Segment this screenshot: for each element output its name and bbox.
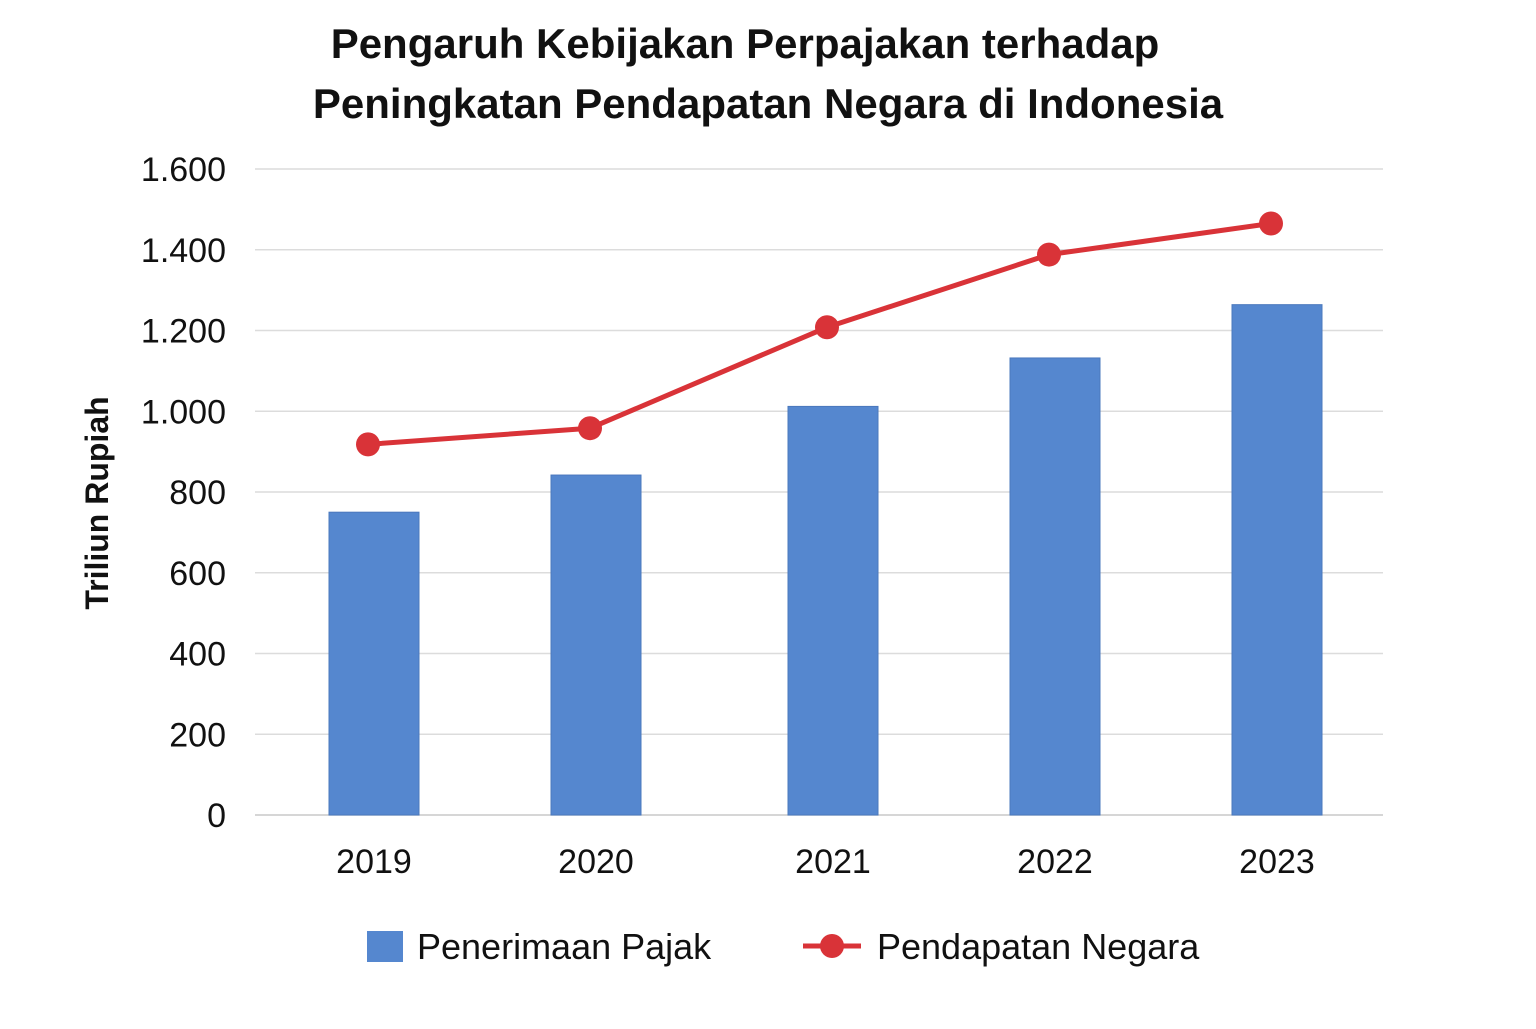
legend-label-pendapatan-negara: Pendapatan Negara: [877, 926, 1200, 967]
line-series-pendapatan-negara: [356, 211, 1283, 457]
y-tick-label: 1.400: [141, 232, 226, 270]
y-axis-label: Triliun Rupiah: [79, 396, 115, 609]
legend-label-penerimaan-pajak: Penerimaan Pajak: [417, 926, 712, 967]
line-point-2020: [578, 416, 602, 441]
chart-title-line-1: Pengaruh Kebijakan Perpajakan terhadap: [331, 20, 1160, 67]
y-tick-label: 800: [169, 474, 226, 512]
bar-2020: [550, 474, 642, 816]
legend-marker-pendapatan-negara: [820, 934, 844, 958]
x-tick-label: 2020: [558, 843, 634, 881]
y-axis-ticks: 0 200 400 600 800 1.000 1.200 1.400 1.600: [141, 151, 226, 835]
bar-2023: [1231, 304, 1323, 816]
x-axis-ticks: 2019 2020 2021 2022 2023: [336, 843, 1315, 881]
y-tick-label: 400: [169, 636, 226, 674]
y-tick-label: 200: [169, 716, 226, 754]
line-point-2021: [815, 315, 839, 340]
y-tick-label: 1.600: [141, 151, 226, 189]
legend-swatch-penerimaan-pajak: [367, 931, 403, 962]
chart-title: Pengaruh Kebijakan Perpajakan terhadap P…: [313, 20, 1224, 127]
x-tick-label: 2019: [336, 843, 412, 881]
chart-title-line-2: Peningkatan Pendapatan Negara di Indones…: [313, 80, 1224, 127]
y-tick-label: 0: [207, 797, 226, 835]
x-tick-label: 2021: [795, 843, 871, 881]
legend: Penerimaan Pajak Pendapatan Negara: [367, 926, 1200, 967]
bar-2019: [328, 511, 420, 816]
line-point-2022: [1037, 242, 1061, 267]
x-tick-label: 2023: [1239, 843, 1315, 881]
y-tick-label: 600: [169, 555, 226, 593]
line-point-2023: [1259, 211, 1283, 236]
y-tick-label: 1.000: [141, 393, 226, 431]
line-point-2019: [356, 432, 380, 457]
bar-2021: [787, 405, 879, 816]
bar-2022: [1009, 357, 1101, 816]
y-tick-label: 1.200: [141, 313, 226, 351]
x-tick-label: 2022: [1017, 843, 1093, 881]
bar-series-penerimaan-pajak: [328, 304, 1323, 816]
